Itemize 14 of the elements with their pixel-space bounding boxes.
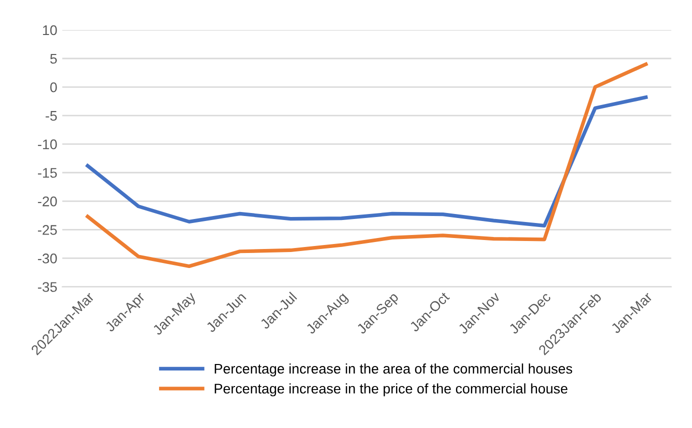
y-tick-label: -10 (38, 139, 57, 150)
y-tick-label: -20 (38, 196, 57, 206)
y-tick-label: 10 (43, 25, 57, 36)
y-tick-label: -5 (46, 111, 57, 121)
y-tick-label: 0 (50, 82, 57, 92)
y-tick-label: -15 (38, 168, 57, 178)
y-tick-label: -25 (38, 225, 57, 235)
line-series (86, 62, 648, 268)
y-tick-label: -35 (38, 282, 57, 292)
legend-label: Percentage increase in the price of the commercial house (214, 383, 568, 396)
y-tick-label: 5 (50, 54, 57, 64)
line-series (86, 95, 648, 228)
legend-label: Percentage increase in the area of the commercial houses (214, 363, 572, 376)
y-tick-label: -30 (38, 254, 57, 264)
